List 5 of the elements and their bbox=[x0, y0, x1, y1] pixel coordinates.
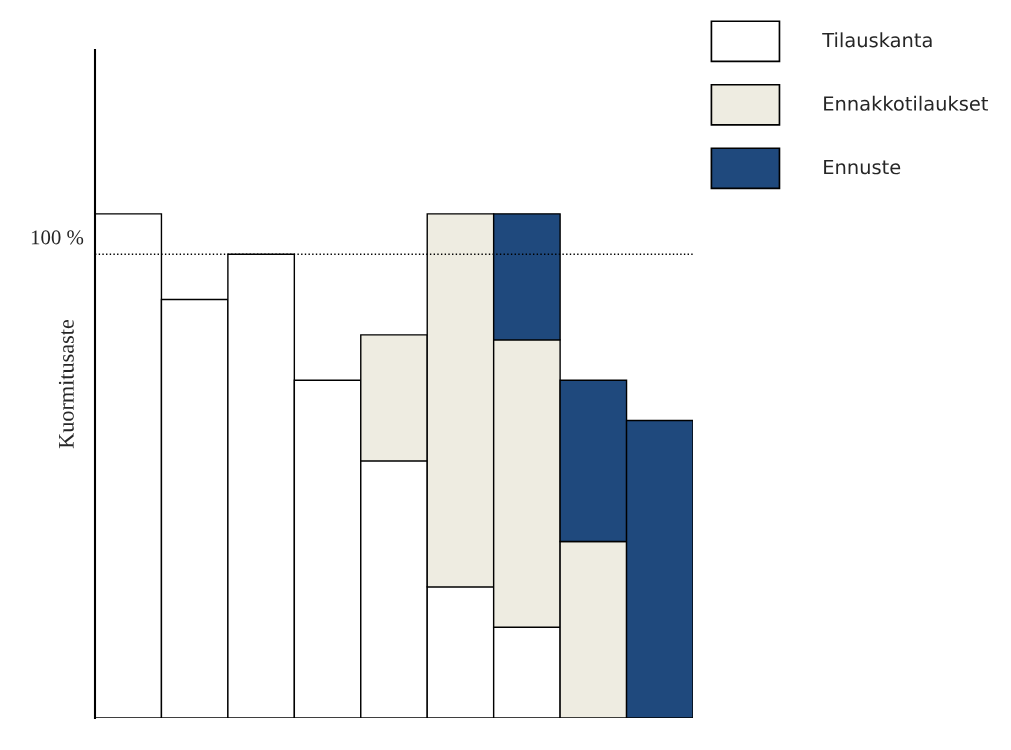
legend-label: Tilauskanta bbox=[822, 32, 932, 48]
legend-label: Ennuste bbox=[824, 159, 901, 175]
text: 100 % bbox=[31, 230, 84, 245]
y-axis-title: Kuormitusaste bbox=[58, 319, 74, 449]
legend-label: Ennakkotilaukset bbox=[824, 95, 988, 111]
